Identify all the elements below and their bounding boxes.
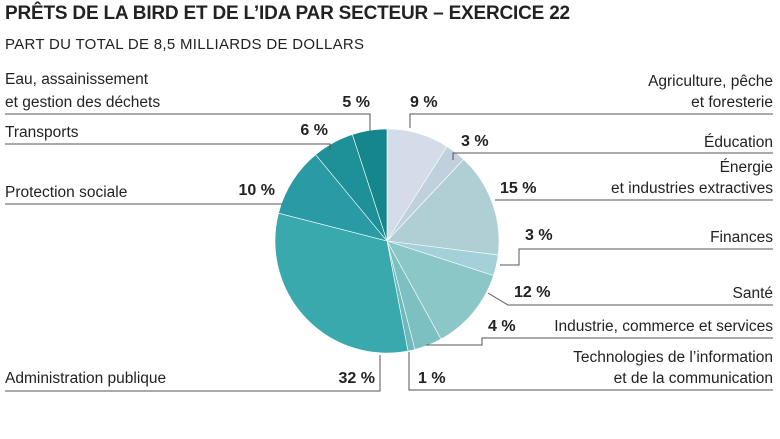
value-label-eau-assainissement-et-gestion-des-dechets: 5 % (342, 94, 370, 111)
category-label-technologies-de-l-information-et-de-la-communication-line-2: et de la communication (614, 370, 773, 387)
value-label-finances: 3 % (525, 227, 553, 244)
leader-lines (5, 113, 773, 392)
leader-line-sante (487, 292, 773, 306)
slice-energie-et-industries-extractives (386, 158, 500, 256)
leader-line-technologies-de-l-information-et-de-la-communication (408, 352, 773, 391)
category-label-finances: Finances (710, 229, 773, 246)
value-label-agriculture-peche-et-foresterie: 9 % (410, 94, 438, 111)
leader-line-transports (5, 143, 331, 150)
slice-eau-assainissement-et-gestion-des-dechets (352, 128, 388, 242)
slice-sante (386, 240, 494, 340)
category-label-transports: Transports (5, 124, 79, 141)
value-label-sante: 12 % (514, 284, 550, 301)
value-label-technologies-de-l-information-et-de-la-communication: 1 % (418, 370, 446, 387)
slice-administration-publique (274, 212, 409, 354)
category-label-protection-sociale: Protection sociale (5, 184, 127, 201)
value-label-industrie-commerce-et-services: 4 % (488, 318, 516, 335)
category-label-education: Éducation (704, 134, 773, 151)
leader-line-industrie-commerce-et-services (426, 337, 773, 346)
category-label-eau-assainissement-et-gestion-des-dechets-line-1: Eau, assainissement (5, 71, 149, 88)
leader-line-education (452, 152, 773, 160)
leader-line-eau-assainissement-et-gestion-des-dechets (5, 113, 371, 131)
category-label-industrie-commerce-et-services: Industrie, commerce et services (554, 318, 773, 335)
category-label-agriculture-peche-et-foresterie-line-1: Agriculture, pêche (648, 73, 773, 90)
category-label-eau-assainissement-et-gestion-des-dechets-line-2: et gestion des déchets (5, 94, 160, 111)
category-label-technologies-de-l-information-et-de-la-communication-line-1: Technologies de l’information (573, 349, 773, 366)
chart-subtitle: PART DU TOTAL DE 8,5 MILLIARDS DE DOLLAR… (5, 36, 365, 53)
value-label-administration-publique: 32 % (339, 370, 375, 387)
category-label-sante: Santé (732, 285, 773, 302)
value-label-energie-et-industries-extractives: 15 % (500, 180, 536, 197)
leader-line-finances (500, 248, 773, 266)
category-label-administration-publique: Administration publique (5, 370, 166, 387)
value-label-protection-sociale: 10 % (239, 182, 275, 199)
category-label-agriculture-peche-et-foresterie-line-2: et foresterie (691, 94, 773, 111)
pie-slices (274, 128, 500, 354)
chart-title: PRÊTS DE LA BIRD ET DE L’IDA PAR SECTEUR… (5, 3, 570, 24)
category-label-energie-et-industries-extractives-line-1: Énergie (720, 159, 773, 176)
value-label-education: 3 % (461, 133, 489, 150)
value-label-transports: 6 % (300, 122, 328, 139)
category-label-energie-et-industries-extractives-line-2: et industries extractives (611, 180, 773, 197)
leader-line-administration-publique (5, 355, 381, 392)
leader-line-agriculture-peche-et-foresterie (409, 113, 773, 128)
slice-labels: Agriculture, pêche et foresterie 9 % Éducat… (5, 71, 773, 387)
